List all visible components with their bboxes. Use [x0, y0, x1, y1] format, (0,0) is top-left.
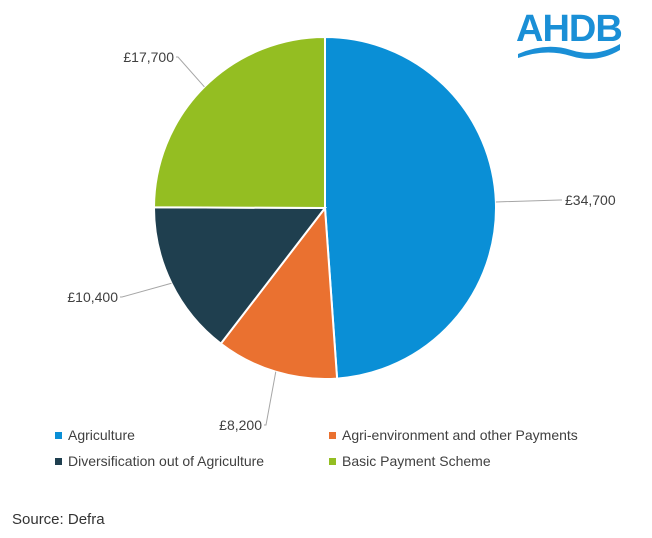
ahdb-logo: AHDB [516, 8, 623, 60]
pie-slice-3 [152, 35, 326, 210]
data-label-0: £34,700 [565, 192, 616, 208]
data-label-1: £8,200 [219, 417, 262, 433]
logo-text: AHDB [516, 8, 623, 50]
legend-swatch [55, 457, 62, 465]
data-label-3: £17,700 [123, 49, 174, 65]
legend-item-basic-payment: Basic Payment Scheme [329, 453, 491, 469]
legend-label: Agriculture [68, 427, 135, 443]
pie-slice-0 [324, 35, 498, 380]
leader-line-2 [120, 282, 172, 298]
source-note: Source: Defra [12, 511, 105, 528]
leader-line-3 [176, 56, 205, 88]
legend-item-agriculture: Agriculture [55, 427, 135, 443]
legend-item-diversification: Diversification out of Agriculture [55, 453, 264, 469]
legend-label: Diversification out of Agriculture [68, 453, 265, 469]
logo-wave-icon [518, 44, 620, 59]
legend-swatch [329, 431, 336, 439]
leader-line-1 [264, 371, 277, 426]
data-label-2: £10,400 [67, 289, 118, 305]
legend-swatch [329, 457, 336, 465]
legend-label: Agri-environment and other Payments [342, 427, 578, 443]
leader-line-0 [495, 199, 562, 203]
legend-item-agri-environment: Agri-environment and other Payments [329, 427, 578, 443]
legend-label: Basic Payment Scheme [342, 453, 491, 469]
pie-slice-2 [153, 206, 328, 346]
legend-swatch [55, 431, 62, 439]
